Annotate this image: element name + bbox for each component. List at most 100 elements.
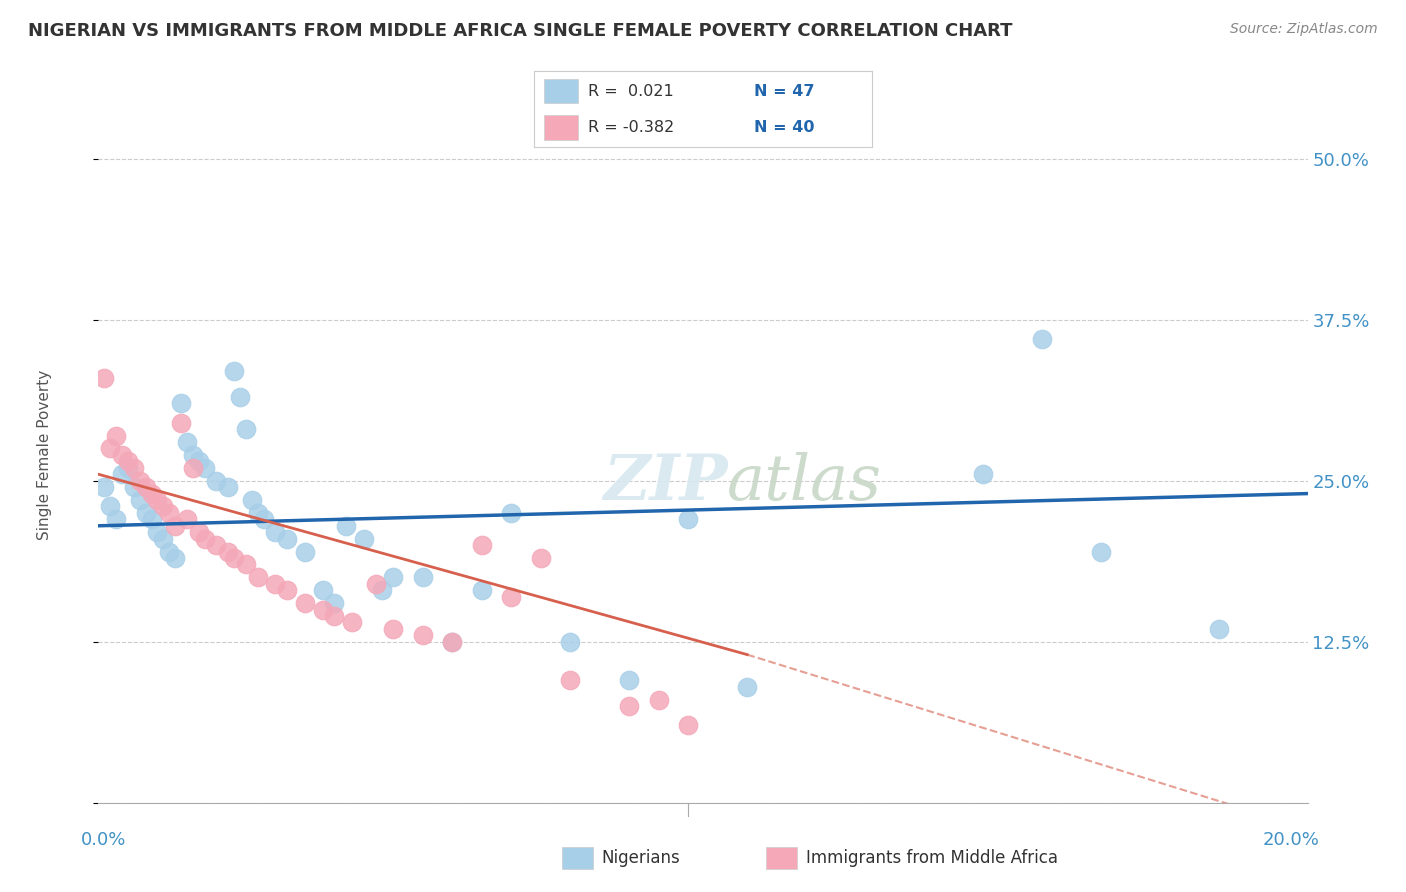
Text: Single Female Poverty: Single Female Poverty bbox=[37, 370, 52, 540]
Point bbox=[105, 428, 128, 442]
Point bbox=[240, 493, 263, 508]
Text: 20.0%: 20.0% bbox=[1263, 831, 1319, 849]
Point bbox=[194, 532, 217, 546]
Point bbox=[98, 500, 121, 514]
Point bbox=[135, 506, 157, 520]
Point bbox=[141, 512, 163, 526]
Point bbox=[117, 454, 139, 468]
Point bbox=[217, 480, 239, 494]
Point bbox=[560, 634, 582, 648]
Bar bbox=[544, 79, 578, 103]
Text: Nigerians: Nigerians bbox=[602, 849, 681, 867]
Point bbox=[146, 525, 169, 540]
Point bbox=[105, 512, 128, 526]
Text: Source: ZipAtlas.com: Source: ZipAtlas.com bbox=[1230, 22, 1378, 37]
Point bbox=[187, 525, 209, 540]
Point bbox=[471, 538, 494, 552]
Point bbox=[205, 538, 228, 552]
Point bbox=[678, 718, 700, 732]
Point bbox=[222, 551, 245, 566]
Point bbox=[382, 570, 405, 584]
Point bbox=[501, 506, 523, 520]
Point bbox=[560, 673, 582, 688]
Point bbox=[382, 622, 405, 636]
Point bbox=[1208, 622, 1230, 636]
Point bbox=[181, 448, 204, 462]
Point bbox=[235, 558, 257, 572]
Point bbox=[441, 634, 464, 648]
Point bbox=[370, 583, 392, 598]
Point bbox=[152, 532, 174, 546]
Point bbox=[412, 570, 434, 584]
Point bbox=[276, 532, 298, 546]
Point bbox=[530, 551, 553, 566]
Point bbox=[1031, 332, 1053, 346]
Text: Immigrants from Middle Africa: Immigrants from Middle Africa bbox=[806, 849, 1057, 867]
Point bbox=[170, 416, 193, 430]
Point bbox=[122, 460, 145, 475]
Text: 0.0%: 0.0% bbox=[80, 831, 127, 849]
Point bbox=[412, 628, 434, 642]
Point bbox=[648, 692, 671, 706]
Point bbox=[157, 506, 180, 520]
Point bbox=[735, 680, 758, 694]
Point bbox=[170, 396, 193, 410]
Point bbox=[98, 442, 121, 456]
Point bbox=[264, 525, 287, 540]
Point bbox=[141, 486, 163, 500]
Point bbox=[111, 448, 134, 462]
Point bbox=[678, 512, 700, 526]
Point bbox=[117, 460, 139, 475]
Point bbox=[471, 583, 494, 598]
Point bbox=[294, 596, 316, 610]
Point bbox=[157, 544, 180, 558]
Point bbox=[128, 493, 150, 508]
Text: N = 47: N = 47 bbox=[754, 84, 814, 99]
Point bbox=[501, 590, 523, 604]
Point bbox=[1090, 544, 1112, 558]
Point bbox=[181, 460, 204, 475]
Point bbox=[252, 512, 274, 526]
Text: atlas: atlas bbox=[727, 452, 882, 514]
Point bbox=[246, 570, 269, 584]
Point bbox=[187, 454, 209, 468]
Point bbox=[340, 615, 363, 630]
Bar bbox=[544, 115, 578, 140]
Point bbox=[194, 460, 217, 475]
Point bbox=[294, 544, 316, 558]
Point bbox=[217, 544, 239, 558]
Text: R = -0.382: R = -0.382 bbox=[588, 120, 675, 135]
Point bbox=[364, 576, 387, 591]
Point bbox=[176, 435, 198, 450]
Point bbox=[276, 583, 298, 598]
Point bbox=[323, 609, 346, 624]
Point bbox=[93, 370, 115, 384]
Point bbox=[441, 634, 464, 648]
Point bbox=[323, 596, 346, 610]
Point bbox=[222, 364, 245, 378]
Point bbox=[311, 583, 333, 598]
Text: NIGERIAN VS IMMIGRANTS FROM MIDDLE AFRICA SINGLE FEMALE POVERTY CORRELATION CHAR: NIGERIAN VS IMMIGRANTS FROM MIDDLE AFRIC… bbox=[28, 22, 1012, 40]
Point bbox=[122, 480, 145, 494]
Point bbox=[353, 532, 375, 546]
Point bbox=[264, 576, 287, 591]
Point bbox=[93, 480, 115, 494]
Point bbox=[619, 673, 641, 688]
Point bbox=[176, 512, 198, 526]
Point bbox=[128, 474, 150, 488]
Point bbox=[152, 500, 174, 514]
Point bbox=[111, 467, 134, 482]
Point bbox=[146, 493, 169, 508]
Point bbox=[205, 474, 228, 488]
Point bbox=[229, 390, 252, 404]
Point bbox=[246, 506, 269, 520]
Text: ZIP: ZIP bbox=[603, 452, 727, 514]
Point bbox=[335, 518, 357, 533]
Point bbox=[311, 602, 333, 616]
Point bbox=[235, 422, 257, 436]
Point bbox=[972, 467, 994, 482]
Point bbox=[619, 699, 641, 714]
Text: N = 40: N = 40 bbox=[754, 120, 814, 135]
Text: R =  0.021: R = 0.021 bbox=[588, 84, 673, 99]
Point bbox=[135, 480, 157, 494]
